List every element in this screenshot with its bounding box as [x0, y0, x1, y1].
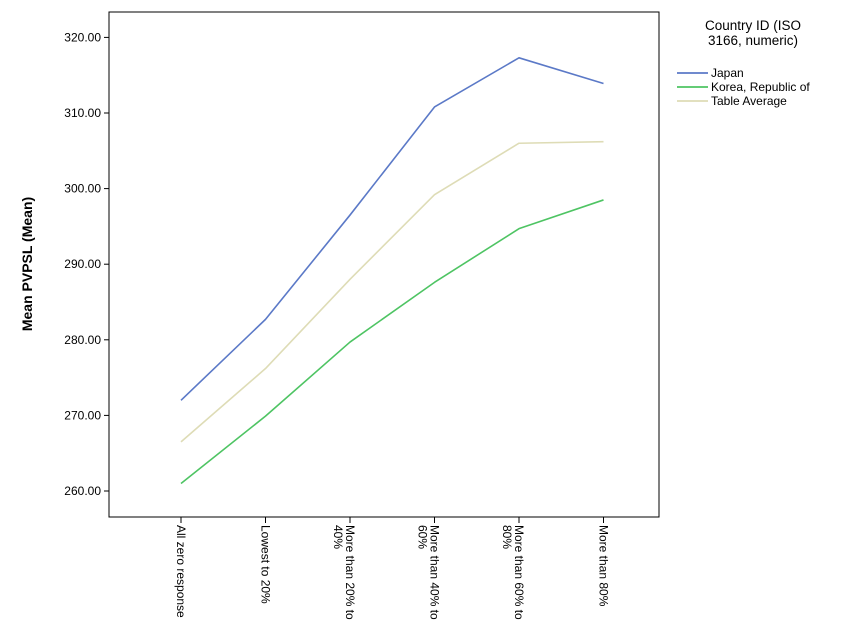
- x-tick-label-line: More than 80%: [597, 525, 611, 607]
- y-tick-label: 300.00: [64, 182, 101, 196]
- legend-title: 3166, numeric): [708, 33, 798, 48]
- x-tick-label: More than 80%: [597, 525, 611, 607]
- y-axis: 260.00 270.00 280.00 290.00 300.00 310.00 320.…: [64, 30, 109, 498]
- x-tick-label: More than 60% to80%: [500, 525, 526, 620]
- x-tick-label-line: 80%: [500, 525, 514, 549]
- x-tick-label: All zero response: [174, 525, 188, 618]
- x-tick-label-line: 60%: [416, 525, 430, 549]
- x-tick-label-line: More than 60% to: [512, 525, 526, 620]
- y-tick-label: 280.00: [64, 333, 101, 347]
- y-tick-label: 320.00: [64, 30, 101, 44]
- series-line-table-average: [180, 140, 604, 443]
- y-tick-label: 260.00: [64, 484, 101, 498]
- y-tick-label: 290.00: [64, 257, 101, 271]
- series-line-japan: [180, 57, 604, 401]
- y-axis-label: Mean PVPSL (Mean): [19, 197, 35, 331]
- series-lines: [180, 57, 604, 485]
- legend-entry-label: Table Average: [711, 94, 787, 108]
- legend-entry-label: Japan: [711, 66, 744, 80]
- legend-entry-label: Korea, Republic of: [711, 80, 810, 94]
- legend-title: Country ID (ISO: [705, 18, 801, 33]
- x-tick-label-line: 40%: [331, 525, 345, 549]
- series-line-korea-republic-of: [180, 199, 604, 485]
- y-tick-label: 270.00: [64, 408, 101, 422]
- x-tick-label-line: All zero response: [174, 525, 188, 618]
- x-tick-label: Lowest to 20%: [259, 525, 273, 604]
- x-tick-label-line: More than 40% to: [428, 525, 442, 620]
- x-tick-label-line: More than 20% to: [343, 525, 357, 620]
- x-axis: All zero response Lowest to 20% More than …: [174, 517, 611, 620]
- x-tick-label: More than 40% to60%: [416, 525, 442, 620]
- x-tick-label: More than 20% to40%: [331, 525, 357, 620]
- x-tick-label-line: Lowest to 20%: [259, 525, 273, 604]
- y-tick-label: 310.00: [64, 106, 101, 120]
- plot-frame: [108, 11, 660, 518]
